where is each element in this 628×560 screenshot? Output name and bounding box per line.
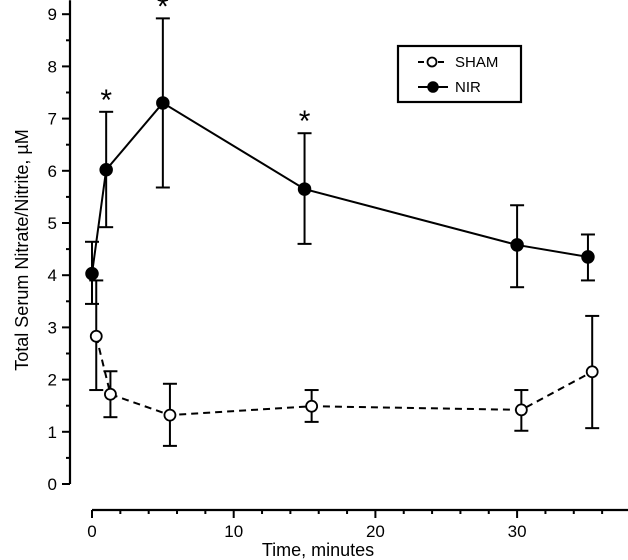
data-point-nir bbox=[99, 163, 113, 177]
x-tick-label: 10 bbox=[224, 522, 243, 541]
legend: SHAM NIR bbox=[396, 44, 523, 104]
y-tick-label: 7 bbox=[48, 110, 57, 129]
significance-asterisk: * bbox=[100, 84, 112, 117]
legend-sham-marker-icon bbox=[426, 56, 438, 68]
y-tick-label: 1 bbox=[48, 423, 57, 442]
y-tick-label: 3 bbox=[48, 318, 57, 337]
data-point-sham bbox=[163, 408, 177, 422]
series-line-nir bbox=[91, 101, 589, 274]
data-point-nir bbox=[581, 250, 595, 264]
x-tick-label: 0 bbox=[87, 522, 96, 541]
x-axis: 0 10 20 30 bbox=[87, 508, 628, 541]
series-layer: * * * bbox=[85, 0, 600, 447]
y-tick-label: 4 bbox=[48, 266, 57, 285]
data-point-nir bbox=[156, 96, 170, 110]
legend-nir-marker-icon bbox=[427, 81, 439, 93]
series-nir bbox=[85, 17, 595, 305]
x-axis-title: Time, minutes bbox=[262, 540, 374, 560]
data-point-sham bbox=[89, 329, 103, 343]
legend-item-nir: NIR bbox=[418, 79, 481, 96]
data-point-nir bbox=[85, 266, 99, 281]
significance-asterisk: * bbox=[157, 0, 169, 23]
series-sham bbox=[89, 279, 600, 447]
y-tick-label: 8 bbox=[48, 57, 57, 76]
y-tick-label: 5 bbox=[48, 214, 57, 233]
x-tick-label: 30 bbox=[508, 522, 527, 541]
y-axis: 0 1 2 3 4 5 6 7 8 9 bbox=[48, 0, 72, 494]
y-axis-title: Total Serum Nitrate/Nitrite, µM bbox=[12, 129, 32, 370]
data-point-sham bbox=[305, 399, 319, 413]
data-point-nir bbox=[297, 182, 312, 196]
data-point-sham bbox=[514, 403, 528, 417]
y-tick-label: 0 bbox=[48, 475, 57, 494]
data-point-nir bbox=[510, 238, 524, 252]
y-tick-label: 6 bbox=[48, 162, 57, 181]
y-tick-label: 9 bbox=[48, 5, 57, 24]
data-point-sham bbox=[585, 365, 599, 379]
x-tick-label: 20 bbox=[366, 522, 385, 541]
legend-nir-label: NIR bbox=[455, 79, 481, 96]
significance-asterisk: * bbox=[299, 105, 311, 138]
series-line-sham bbox=[95, 336, 593, 417]
data-point-sham bbox=[104, 387, 117, 401]
legend-box bbox=[396, 44, 523, 104]
legend-item-sham: SHAM bbox=[418, 54, 498, 71]
legend-sham-label: SHAM bbox=[455, 54, 498, 71]
y-tick-label: 2 bbox=[48, 371, 57, 390]
